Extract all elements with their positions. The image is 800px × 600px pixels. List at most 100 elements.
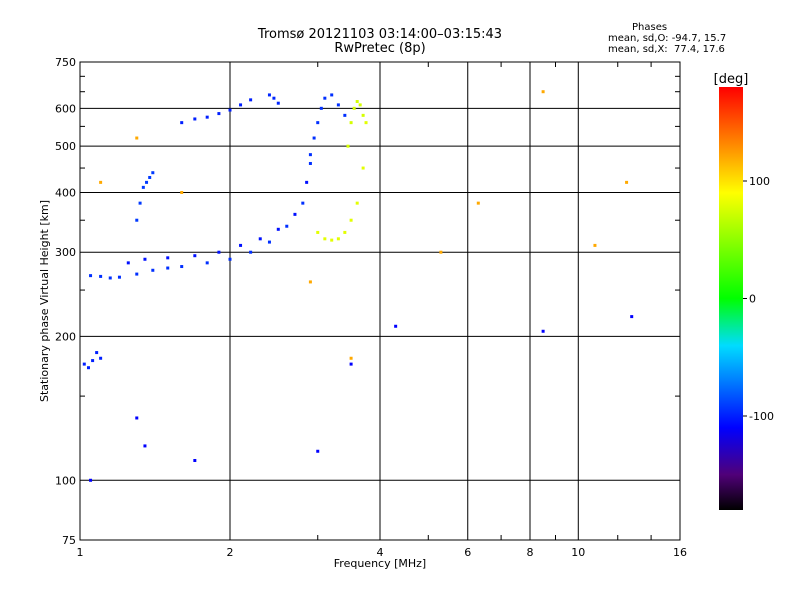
echo-point	[346, 144, 350, 148]
echo-point	[323, 96, 327, 100]
echo-point	[272, 96, 276, 100]
echo-point	[228, 257, 232, 261]
echo-point	[239, 243, 243, 247]
echo-point	[239, 103, 243, 107]
x-tick-label: 2	[227, 546, 234, 559]
x-axis-label: Frequency [MHz]	[334, 557, 426, 570]
echo-point	[193, 117, 197, 121]
echo-point	[336, 103, 340, 107]
echo-point	[267, 93, 271, 97]
echo-point	[630, 315, 634, 319]
echo-point	[316, 230, 320, 234]
y-tick-label: 400	[55, 186, 76, 199]
echo-point	[593, 243, 597, 247]
echo-point	[349, 356, 353, 360]
echo-point	[258, 237, 262, 241]
echo-point	[439, 250, 443, 254]
echo-point	[138, 201, 142, 205]
echo-point	[301, 201, 305, 205]
echo-point	[352, 106, 356, 110]
colorbar-tick-label: 0	[749, 293, 756, 306]
echo-point	[541, 90, 545, 94]
echo-point	[249, 250, 253, 254]
echo-point	[217, 250, 221, 254]
echo-point	[316, 121, 320, 125]
echo-point	[126, 261, 130, 265]
echo-point	[305, 180, 309, 184]
echo-points	[82, 90, 634, 482]
echo-point	[180, 265, 184, 269]
echo-point	[151, 268, 155, 272]
echo-point	[541, 329, 545, 333]
echo-point	[91, 359, 95, 363]
y-axis-label: Stationary phase Virtual Height [km]	[38, 200, 51, 402]
echo-point	[267, 240, 271, 244]
echo-point	[349, 218, 353, 222]
echo-point	[476, 201, 480, 205]
y-tick-label: 750	[55, 56, 76, 69]
echo-point	[141, 185, 145, 189]
echo-point	[308, 161, 312, 165]
echo-point	[135, 272, 139, 276]
echo-point	[343, 230, 347, 234]
echo-point	[95, 351, 99, 355]
echo-point	[343, 113, 347, 117]
echo-point	[308, 153, 312, 157]
y-tick-label: 75	[62, 534, 76, 547]
echo-point	[117, 275, 121, 279]
echo-point	[205, 115, 209, 119]
colorbar-tick-label: -100	[749, 410, 774, 423]
echo-point	[148, 175, 152, 179]
echo-point	[285, 224, 289, 228]
y-tick-label: 100	[55, 474, 76, 487]
echo-point	[193, 458, 197, 462]
echo-point	[205, 261, 209, 265]
echo-point	[349, 121, 353, 125]
colorbar-label: [deg]	[714, 72, 749, 87]
echo-point	[82, 362, 86, 366]
echo-point	[217, 112, 221, 116]
phase-info-title: Phases	[632, 22, 668, 33]
echo-point	[355, 100, 359, 104]
y-tick-label: 600	[55, 102, 76, 115]
echo-point	[361, 113, 365, 117]
echo-point	[228, 108, 232, 112]
y-tick-label: 200	[55, 330, 76, 343]
y-tick-label: 500	[55, 140, 76, 153]
chart-title: Tromsø 20121103 03:14:00–03:15:43	[257, 27, 503, 42]
echo-point	[336, 237, 340, 241]
echo-point	[193, 254, 197, 258]
echo-point	[99, 274, 103, 278]
echo-point	[166, 256, 170, 260]
x-tick-label: 6	[464, 546, 471, 559]
phase-info-o: mean, sd,O: -94.7, 15.7	[608, 33, 727, 44]
echo-point	[319, 106, 323, 110]
x-tick-label: 10	[571, 546, 585, 559]
echo-point	[145, 180, 149, 184]
echo-point	[361, 166, 365, 170]
echo-point	[249, 98, 253, 102]
echo-point	[330, 238, 334, 242]
echo-point	[135, 416, 139, 420]
colorbar-tick-label: 100	[749, 175, 770, 188]
y-tick-label: 300	[55, 246, 76, 259]
echo-point	[308, 280, 312, 284]
echo-point	[135, 136, 139, 140]
chart-subtitle: RwPretec (8p)	[334, 41, 426, 56]
echo-point	[166, 266, 170, 270]
x-tick-label: 4	[377, 546, 384, 559]
echo-point	[364, 121, 368, 125]
echo-point	[99, 356, 103, 360]
echo-point	[316, 449, 320, 453]
echo-point	[89, 478, 93, 482]
echo-point	[358, 103, 362, 107]
echo-point	[89, 274, 93, 278]
echo-point	[143, 444, 147, 448]
echo-point	[99, 180, 103, 184]
echo-point	[108, 276, 112, 280]
echo-point	[135, 218, 139, 222]
x-tick-label: 1	[77, 546, 84, 559]
echo-point	[349, 362, 353, 366]
echo-point	[151, 171, 155, 175]
